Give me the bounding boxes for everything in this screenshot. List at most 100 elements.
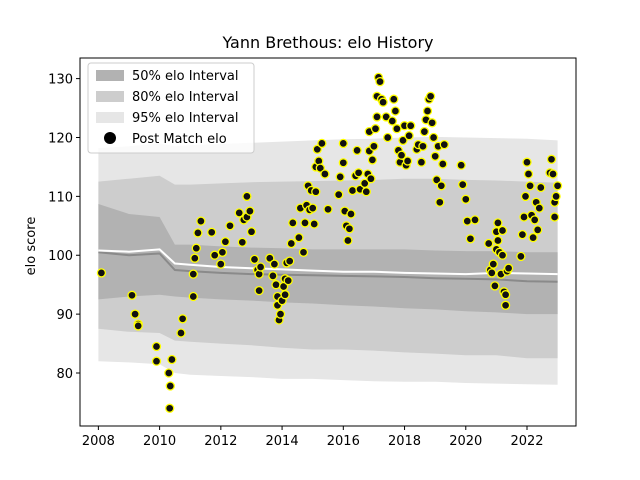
data-point	[309, 219, 319, 229]
legend-swatch-50	[96, 70, 124, 81]
axes-frame	[79, 57, 577, 427]
data-point	[361, 187, 371, 197]
data-point	[130, 309, 140, 319]
data-point	[422, 106, 433, 116]
data-point	[315, 163, 325, 173]
x-tick-label: 2008	[82, 434, 115, 449]
y-axis: 80 90 100 110 120 130	[48, 73, 80, 382]
data-point	[133, 321, 143, 331]
y-tick-label: 130	[48, 73, 73, 88]
data-point	[196, 216, 206, 226]
data-point	[427, 118, 437, 128]
x-tick-label: 2022	[510, 434, 543, 449]
data-point	[378, 97, 388, 107]
data-point	[534, 203, 544, 213]
y-tick-label: 100	[48, 249, 73, 264]
data-point	[375, 76, 385, 87]
summary-lines	[98, 248, 558, 283]
data-point	[458, 179, 468, 190]
data-point	[288, 218, 298, 228]
data-point	[255, 262, 266, 272]
data-point	[396, 150, 407, 160]
data-point	[500, 290, 511, 300]
data-point	[456, 160, 466, 170]
data-point	[519, 212, 529, 222]
data-point	[520, 191, 531, 202]
data-point	[308, 203, 318, 213]
legend: 50% elo Interval 80% elo Interval 95% el…	[87, 62, 255, 154]
data-point	[419, 126, 430, 137]
data-point	[497, 250, 508, 260]
data-point	[369, 141, 379, 151]
data-point	[465, 234, 476, 244]
x-tick-label: 2020	[449, 434, 482, 449]
data-point	[398, 135, 408, 146]
x-tick-label: 2016	[327, 434, 360, 449]
data-point	[546, 154, 557, 164]
data-point	[390, 106, 401, 116]
data-point	[177, 314, 188, 324]
data-point	[220, 237, 231, 247]
data-point	[190, 253, 200, 263]
data-point	[271, 280, 281, 290]
data-point	[493, 235, 503, 246]
data-point	[249, 254, 260, 265]
data-point	[522, 157, 532, 167]
data-point	[191, 243, 201, 253]
data-point	[383, 132, 393, 143]
legend-swatch-95	[96, 112, 124, 123]
x-axis: 2008 2010 2012 2014 2016 2018 2020 2022	[82, 426, 544, 449]
data-point	[353, 168, 364, 178]
data-point	[164, 368, 174, 378]
x-tick-label: 2012	[204, 434, 237, 449]
data-point	[165, 381, 175, 391]
data-point	[438, 159, 448, 169]
data-point	[188, 269, 198, 279]
data-point	[294, 232, 304, 243]
data-point	[286, 238, 296, 249]
data-point	[323, 204, 333, 214]
data-point	[300, 218, 310, 228]
data-point	[470, 215, 480, 225]
data-point	[338, 158, 348, 168]
data-point	[372, 112, 382, 122]
legend-swatch-80	[96, 91, 124, 102]
data-point	[265, 253, 275, 263]
data-point	[418, 141, 428, 151]
data-point	[207, 227, 217, 237]
data-point	[344, 224, 355, 234]
data-point	[416, 157, 427, 167]
data-point	[490, 281, 500, 291]
data-point	[285, 256, 295, 266]
data-point	[165, 403, 175, 413]
data-point	[549, 212, 560, 222]
plot-area	[79, 57, 577, 427]
data-point	[432, 175, 442, 185]
data-point	[500, 300, 511, 310]
data-point	[275, 309, 286, 319]
data-point	[283, 275, 293, 286]
legend-label-50: 50% elo Interval	[132, 69, 239, 84]
data-point	[402, 156, 413, 166]
data-point	[392, 124, 402, 134]
data-point	[493, 218, 503, 228]
data-point	[237, 237, 247, 247]
x-tick-label: 2010	[143, 434, 176, 449]
data-point	[436, 181, 446, 191]
median-line	[98, 251, 558, 283]
y-tick-label: 80	[56, 367, 73, 382]
data-point	[312, 144, 322, 154]
data-point	[268, 271, 278, 281]
data-point	[461, 194, 471, 204]
data-point	[335, 172, 345, 182]
data-point	[193, 228, 203, 238]
data-point	[387, 116, 397, 126]
data-point	[167, 354, 177, 365]
data-point	[96, 268, 107, 278]
data-point	[425, 91, 436, 101]
data-point	[528, 232, 538, 243]
data-point	[317, 138, 327, 149]
data-point	[503, 263, 514, 273]
mean-line	[98, 248, 558, 276]
